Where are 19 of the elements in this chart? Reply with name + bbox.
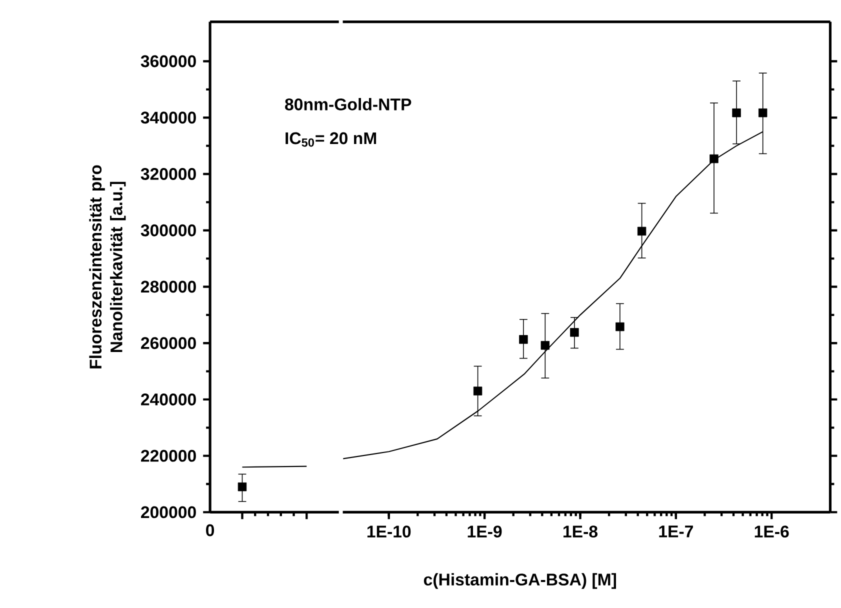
y-tick-label: 360000: [140, 55, 196, 68]
x-tick-label: 1E-6: [754, 525, 789, 538]
y-tick-label: 340000: [140, 111, 196, 124]
y-axis-title: Fluoreszenzintensität pro Nanoliterkavität [a.u.]: [89, 165, 126, 368]
y-tick-label: 300000: [140, 224, 196, 236]
y-tick-label: 260000: [141, 336, 196, 349]
y-tick-label: 220000: [141, 450, 196, 462]
annotation: 80nm-Gold-NTP: [285, 98, 412, 110]
x-tick-label: 1E-9: [468, 525, 502, 538]
y-tick-label: 200000: [141, 506, 196, 518]
text: 0: [206, 524, 214, 536]
x-tick-label: 1E-10: [367, 525, 411, 538]
y-tick-label: 240000: [141, 393, 196, 406]
x-tick-label: 1E-7: [659, 525, 693, 538]
x-tick-label: 1E-8: [564, 525, 598, 538]
y-tick-label: 320000: [140, 168, 196, 180]
x-axis-title: c(Histamin-GA-BSA) [M]: [424, 573, 616, 589]
annotation: IC$_{50}$= 20 nM: [286, 132, 376, 147]
y-tick-label: 280000: [141, 280, 196, 293]
